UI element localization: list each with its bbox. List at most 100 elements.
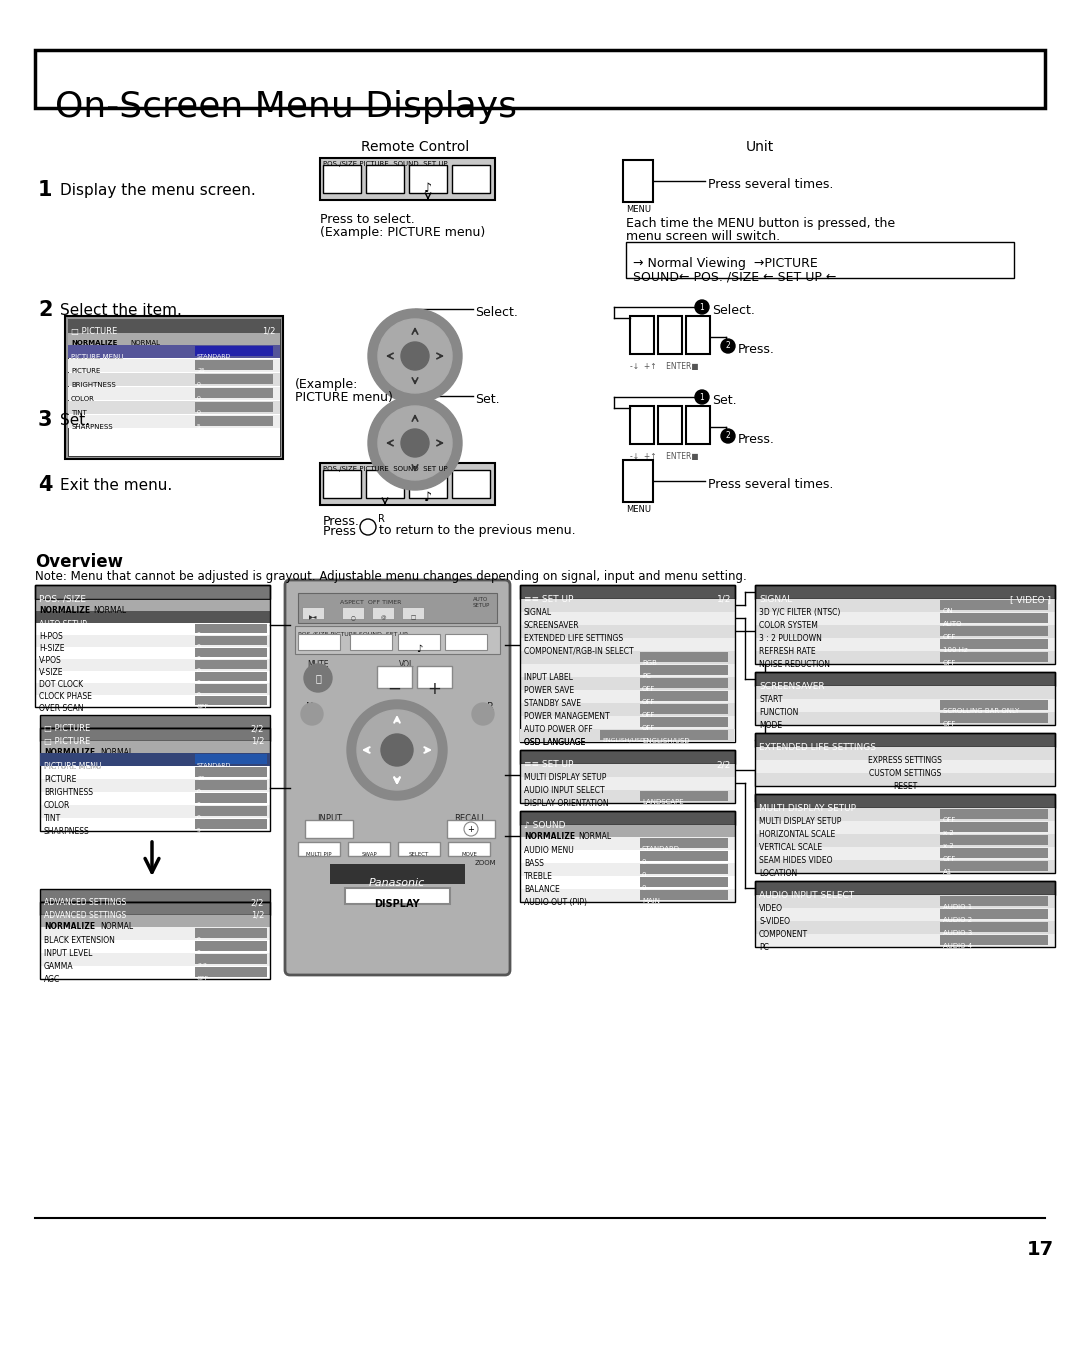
Bar <box>195 648 267 658</box>
Text: COMPONENT: COMPONENT <box>759 930 808 939</box>
Text: EXPRESS SETTINGS: EXPRESS SETTINGS <box>868 756 942 764</box>
Circle shape <box>357 710 437 790</box>
Text: ▶◄: ▶◄ <box>309 616 318 620</box>
Text: Select.: Select. <box>475 306 518 319</box>
Text: NORMAL: NORMAL <box>578 832 611 842</box>
Bar <box>940 921 1048 932</box>
Text: OSD LANGUAGE: OSD LANGUAGE <box>524 737 585 747</box>
Circle shape <box>378 319 453 392</box>
Text: 25: 25 <box>197 368 205 373</box>
Text: N: N <box>306 702 313 712</box>
Bar <box>342 607 364 620</box>
Text: @: @ <box>380 616 386 620</box>
Text: AUDIO INPUT SELECT: AUDIO INPUT SELECT <box>759 892 854 900</box>
Bar <box>195 754 267 764</box>
Text: MULTI DISPLAY SETUP: MULTI DISPLAY SETUP <box>524 773 606 782</box>
Bar <box>519 889 735 902</box>
Text: ≡≡ SET UP: ≡≡ SET UP <box>524 595 573 603</box>
Circle shape <box>401 342 429 369</box>
Bar <box>195 695 267 705</box>
Text: HORIZONTAL SCALE: HORIZONTAL SCALE <box>759 829 835 839</box>
Circle shape <box>721 429 735 442</box>
Text: SHARPNESS: SHARPNESS <box>44 827 90 836</box>
Text: AUDIO 1: AUDIO 1 <box>943 904 972 911</box>
Text: OFF: OFF <box>642 686 656 691</box>
Text: 0: 0 <box>197 668 201 672</box>
Text: NORMALIZE: NORMALIZE <box>39 606 90 616</box>
Text: 1/2: 1/2 <box>261 327 275 336</box>
Circle shape <box>381 733 413 766</box>
Text: Press.: Press. <box>738 433 774 446</box>
Text: TINT: TINT <box>71 410 86 415</box>
Text: PICTURE MENU: PICTURE MENU <box>71 354 123 360</box>
Text: Select the item.: Select the item. <box>60 303 181 318</box>
Text: OVER SCAN: OVER SCAN <box>39 704 83 713</box>
Text: □: □ <box>410 616 416 620</box>
Bar <box>298 842 340 856</box>
Text: STANDARD: STANDARD <box>197 763 231 769</box>
Text: SOUND← POS. /SIZE ← SET UP ←: SOUND← POS. /SIZE ← SET UP ← <box>633 271 836 283</box>
Bar <box>323 469 361 498</box>
Circle shape <box>696 390 708 405</box>
Text: 0: 0 <box>197 691 201 697</box>
Text: ≡≡ SET UP: ≡≡ SET UP <box>524 760 573 769</box>
Circle shape <box>464 823 478 836</box>
Bar <box>755 821 1055 833</box>
Text: ENGLISH/USD: ENGLISH/USD <box>642 737 690 744</box>
Bar <box>755 672 1055 686</box>
Text: NORMAL: NORMAL <box>100 748 133 756</box>
Text: -↓  +↑    ENTER■: -↓ +↑ ENTER■ <box>630 452 699 461</box>
Text: AUTO SETUP: AUTO SETUP <box>39 620 86 629</box>
Bar <box>68 373 280 386</box>
Text: POWER MANAGEMENT: POWER MANAGEMENT <box>524 712 609 721</box>
Text: −: − <box>387 681 401 698</box>
Text: OFF: OFF <box>943 721 957 727</box>
Bar <box>68 345 280 359</box>
Bar <box>323 165 361 193</box>
Bar <box>195 819 267 829</box>
Bar <box>195 636 267 645</box>
Text: MOVE: MOVE <box>461 852 477 856</box>
Text: REFRESH RATE: REFRESH RATE <box>759 647 815 656</box>
Circle shape <box>368 396 462 490</box>
Text: STANDARD: STANDARD <box>642 846 680 852</box>
Bar <box>519 704 735 716</box>
Text: STANDBY SAVE: STANDBY SAVE <box>524 700 581 708</box>
Text: Press several times.: Press several times. <box>708 179 834 191</box>
Text: LANDSCAPE: LANDSCAPE <box>642 800 684 805</box>
Bar <box>519 584 735 741</box>
Text: 1: 1 <box>38 180 53 200</box>
Text: SIGNAL: SIGNAL <box>524 607 552 617</box>
Bar <box>35 695 270 708</box>
Text: POS./SIZE PICTURE  SOUND  SET UP: POS./SIZE PICTURE SOUND SET UP <box>323 465 447 472</box>
Bar <box>453 469 490 498</box>
Bar <box>35 647 270 659</box>
Bar <box>755 934 1055 947</box>
Circle shape <box>378 406 453 480</box>
Text: x 2: x 2 <box>943 843 954 848</box>
Text: 25: 25 <box>197 777 205 781</box>
Bar <box>630 406 654 444</box>
Text: AUTO
SETUP: AUTO SETUP <box>473 597 490 607</box>
Bar <box>519 777 735 790</box>
Bar <box>686 317 710 354</box>
Text: □ PICTURE: □ PICTURE <box>71 327 118 336</box>
Bar <box>940 809 1048 819</box>
Text: BASS: BASS <box>524 859 544 869</box>
Text: Unit: Unit <box>746 139 774 154</box>
Bar <box>195 672 267 681</box>
Bar <box>195 624 267 633</box>
Text: FUNCTION: FUNCTION <box>759 708 798 717</box>
Text: VIDEO: VIDEO <box>759 904 783 913</box>
Text: 17: 17 <box>1026 1239 1054 1260</box>
Bar <box>40 754 270 766</box>
Text: CUSTOM SETTINGS: CUSTOM SETTINGS <box>869 769 941 778</box>
Text: Select.: Select. <box>712 304 755 317</box>
Text: 1/2: 1/2 <box>251 737 264 746</box>
Bar <box>755 773 1055 786</box>
Bar <box>630 317 654 354</box>
Bar <box>195 954 267 963</box>
Text: 1: 1 <box>700 303 704 311</box>
Text: OFF: OFF <box>943 635 957 640</box>
Bar <box>195 415 273 426</box>
